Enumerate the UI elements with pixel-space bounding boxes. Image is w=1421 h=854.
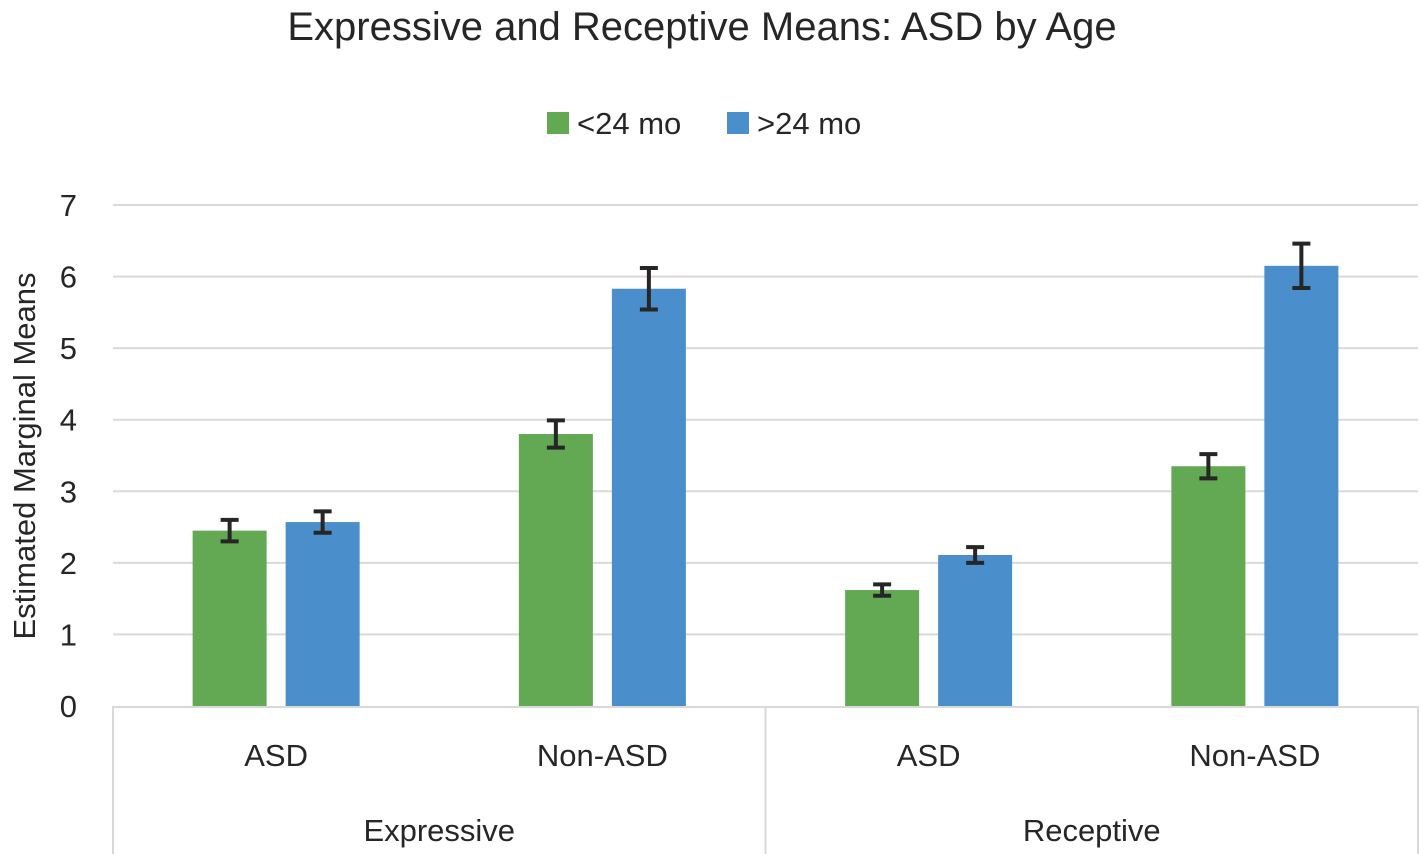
x-tick-label: Non-ASD [1189, 738, 1320, 773]
error-bar [220, 517, 239, 544]
y-tick-label: 4 [60, 403, 77, 438]
bar-under-24 [845, 590, 920, 706]
legend-swatch-over-24 [727, 112, 749, 134]
bar-over-24 [938, 554, 1013, 706]
error-bar [1199, 452, 1218, 481]
bar-under-24 [518, 434, 593, 706]
chart-title: Expressive and Receptive Means: ASD by A… [287, 5, 1116, 49]
y-tick-label: 6 [60, 260, 77, 295]
bars [192, 265, 1339, 706]
y-tick-label: 1 [60, 617, 77, 652]
y-tick-label: 7 [60, 188, 77, 223]
y-tick-label: 2 [60, 546, 77, 581]
error-bar [873, 582, 892, 598]
x-group-label: Receptive [1023, 813, 1161, 848]
legend-swatch-under-24 [547, 112, 569, 134]
y-axis-ticks: 0 1 2 3 4 5 6 7 [60, 188, 77, 724]
bar-over-24 [285, 522, 360, 706]
legend-label-over-24: >24 mo [757, 106, 861, 141]
y-tick-label: 0 [60, 689, 77, 724]
y-tick-label: 5 [60, 331, 77, 366]
bar-under-24 [192, 530, 267, 706]
error-bar [639, 265, 658, 312]
legend: <24 mo >24 mo [547, 106, 861, 141]
x-axis: ASD Non-ASD ASD Non-ASD Expressive Receptive [112, 706, 1419, 854]
error-bar [966, 545, 985, 565]
error-bars [220, 241, 1311, 598]
x-tick-label: ASD [897, 738, 961, 773]
y-tick-label: 3 [60, 474, 77, 509]
error-bar [546, 418, 565, 450]
x-group-label: Expressive [363, 813, 515, 848]
legend-label-under-24: <24 mo [577, 106, 681, 141]
x-tick-label: ASD [244, 738, 308, 773]
x-tick-label: Non-ASD [537, 738, 668, 773]
error-bar [1292, 241, 1311, 291]
y-axis-label: Estimated Marginal Means [7, 273, 42, 640]
bar-under-24 [1171, 466, 1246, 706]
bar-over-24 [611, 288, 686, 706]
bar-over-24 [1264, 265, 1339, 706]
error-bar [313, 509, 332, 535]
